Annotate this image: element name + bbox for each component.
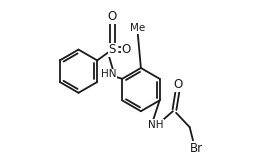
Text: NH: NH bbox=[148, 120, 164, 130]
Text: S: S bbox=[108, 43, 116, 56]
Text: O: O bbox=[174, 78, 183, 91]
Text: Br: Br bbox=[190, 141, 204, 155]
Text: O: O bbox=[108, 10, 117, 23]
Text: HN: HN bbox=[101, 69, 117, 79]
Text: Me: Me bbox=[130, 23, 145, 33]
Text: O: O bbox=[122, 43, 131, 56]
